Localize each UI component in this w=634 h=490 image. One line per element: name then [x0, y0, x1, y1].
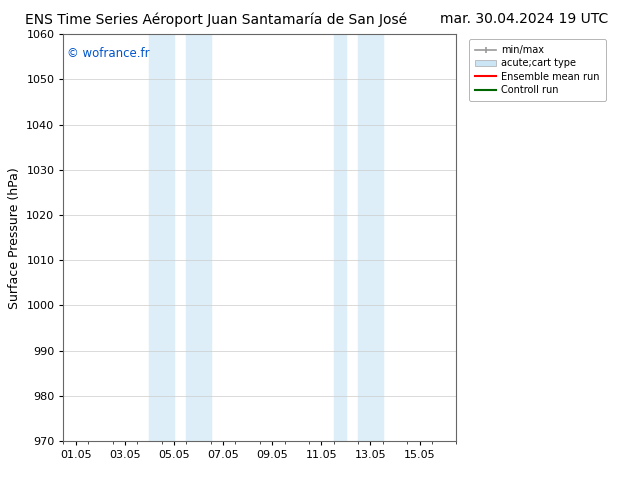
Text: © wofrance.fr: © wofrance.fr: [67, 47, 150, 59]
Bar: [186, 34, 210, 441]
Y-axis label: Surface Pressure (hPa): Surface Pressure (hPa): [8, 167, 21, 309]
Bar: [358, 34, 383, 441]
Legend: min/max, acute;cart type, Ensemble mean run, Controll run: min/max, acute;cart type, Ensemble mean …: [469, 39, 605, 101]
Bar: [333, 34, 346, 441]
Text: mar. 30.04.2024 19 UTC: mar. 30.04.2024 19 UTC: [441, 12, 609, 26]
Bar: [150, 34, 174, 441]
Text: ENS Time Series Aéroport Juan Santamaría de San José: ENS Time Series Aéroport Juan Santamaría…: [25, 12, 408, 27]
